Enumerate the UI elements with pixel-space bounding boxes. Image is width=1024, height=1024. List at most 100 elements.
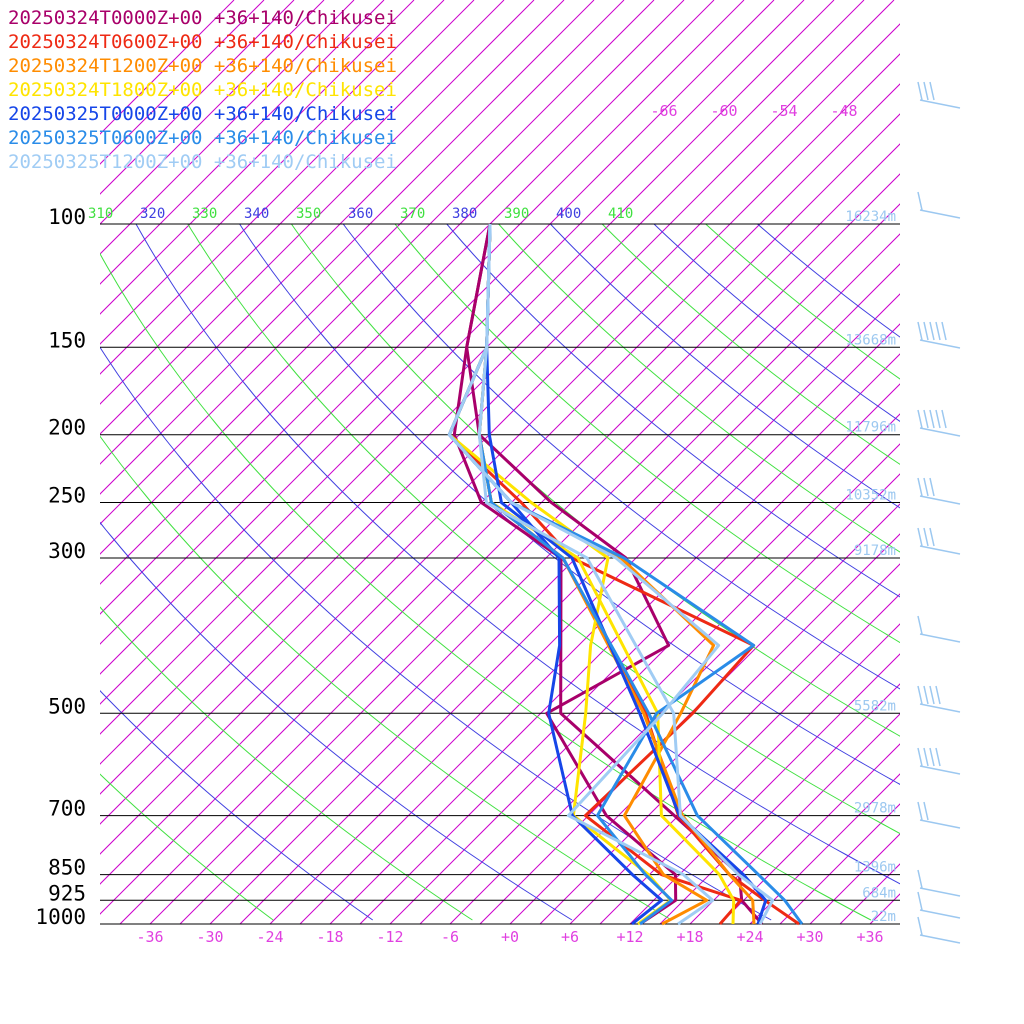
wind-barb-staff [919,819,961,829]
temperature-tick-label: -30 [196,928,223,946]
wind-barb-flag [917,409,923,429]
isotherm-line [329,353,900,924]
isotherm-line [659,683,900,924]
dewpoint-line [447,223,721,926]
isotherm-line [100,23,900,825]
height-label: 1396m [854,860,896,876]
theta-label: 380 [452,206,477,222]
isotherm-line [899,923,900,924]
isotherm-line [269,293,900,924]
wind-barb [917,615,961,643]
upper-temperature-label: -54 [770,102,797,120]
isotherm-line [100,0,775,675]
wind-barb-staff [919,339,961,349]
wind-barb-flag [929,527,935,547]
temperature-line [477,223,775,925]
pressure-label: 850 [48,856,86,880]
height-label: 22m [871,909,896,925]
isotherm-line [839,863,900,924]
wind-barb-flag [929,409,935,429]
wind-barb-staff [919,887,961,897]
height-label: 13668m [845,332,896,348]
legend-entry: 20250324T0600Z+00 +36+140/Chikusei [8,31,397,53]
isotherm-line [869,893,900,924]
wind-barb-staff [919,495,961,505]
wind-barb [917,685,961,713]
isotherm-line [179,203,900,924]
wind-barb-staff [919,934,961,944]
height-label: 2978m [854,801,896,817]
height-label: 10352m [845,488,896,504]
isotherm-line [100,0,595,495]
wind-barb-staff [919,909,961,919]
wind-barb-flag [917,477,923,497]
wind-barb-flag [917,685,923,705]
wind-barb-flag [929,81,935,101]
isotherm-line [449,473,900,924]
wind-barb [917,527,961,555]
wind-barb-flag [923,747,929,767]
isotherm-line [100,0,805,705]
legend-entry: 20250324T1800Z+00 +36+140/Chikusei [8,79,397,101]
isotherm-line [100,113,900,915]
temperature-tick-label: -6 [441,928,459,946]
wind-barb-flag [929,685,935,705]
wind-barb-flag [929,477,935,497]
wind-barb [917,869,961,897]
temperature-tick-label: +6 [561,928,579,946]
theta-label: 370 [400,206,425,222]
wind-barb-flag [917,869,923,889]
isotherm-line [100,83,900,885]
upper-temperature-label: -48 [830,102,857,120]
temperature-tick-label: +24 [736,928,763,946]
temperature-tick-label: +30 [796,928,823,946]
isotherm-line [479,503,900,924]
isotherm-line [100,0,865,765]
wind-barb-staff [919,99,961,109]
legend-entry: 20250325T1200Z+00 +36+140/Chikusei [8,151,397,173]
dry-adiabat-line [100,435,672,921]
wind-barb-flag [923,801,929,821]
isotherm-line [359,383,900,924]
wind-barb [917,81,961,109]
wind-barb-flag [917,81,923,101]
dry-adiabat-line [239,224,900,785]
wind-barb-staff [919,545,961,555]
pressure-label: 100 [48,205,86,229]
theta-label: 360 [348,206,373,222]
isotherm-line [100,0,265,165]
height-label: 9178m [854,543,896,559]
pressure-label: 150 [48,328,86,352]
wind-barb-flag [923,685,929,705]
wind-barb-flag [923,321,929,341]
isotherm-line [689,713,900,924]
temperature-tick-label: -12 [376,928,403,946]
isotherm-line [100,0,355,255]
pressure-label: 700 [48,797,86,821]
wind-barb-flag [917,801,923,821]
pressure-label: 300 [48,539,86,563]
dry-adiabat-line [446,224,900,598]
isotherm-line [149,173,900,924]
isotherm-line [809,833,900,924]
wind-barb-staff [919,633,961,643]
wind-barb-flag [941,321,947,341]
wind-barb-flag [917,191,923,211]
isotherm-line [100,0,505,405]
isotherm-line [100,0,685,585]
pressure-label: 250 [48,484,86,508]
pressure-label: 500 [48,694,86,718]
height-label: 11796m [845,420,896,436]
isotherm-line [779,803,900,924]
isotherm-line [389,413,900,924]
dry-adiabat-line [100,521,573,921]
isotherm-line [100,0,835,735]
dry-adiabat-line [135,224,900,885]
temperature-tick-label: +12 [616,928,643,946]
pressure-label: 200 [48,416,86,440]
dry-adiabat-line [498,224,900,553]
isotherm-line [100,0,745,645]
wind-barbs [917,81,961,944]
temperature-tick-label: -18 [316,928,343,946]
